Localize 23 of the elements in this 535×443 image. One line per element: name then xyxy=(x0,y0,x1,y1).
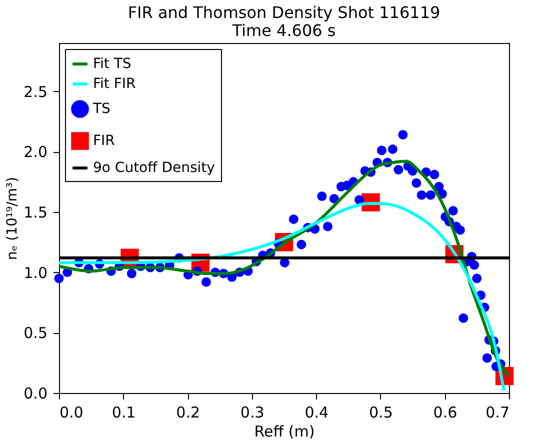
y-axis-title: nₑ (10¹⁹/m³) xyxy=(4,176,21,260)
text: Time 4.606 s xyxy=(232,21,336,40)
x-tick-label: 0.6 xyxy=(433,404,458,422)
y-tick-label: 1.0 xyxy=(24,264,48,282)
x-tick-label: 0.2 xyxy=(176,404,200,422)
legend-label: TS xyxy=(92,101,111,117)
legend-label: Fit FIR xyxy=(93,76,136,92)
legend-label: FIR xyxy=(93,133,116,149)
y-tick-label: 2.5 xyxy=(24,82,48,101)
text: FIR and Thomson Density Shot 116119 xyxy=(128,3,440,22)
y-tick-label: 1.5 xyxy=(24,203,48,222)
x-axis-title: Reff (m) xyxy=(254,422,315,440)
y-tick-label: 0.5 xyxy=(24,324,48,342)
x-tick-label: 0.3 xyxy=(240,404,264,422)
x-tick-label: 0.4 xyxy=(304,404,329,422)
x-tick-label: 0.1 xyxy=(112,404,136,422)
y-tick-label: 0.0 xyxy=(24,384,48,402)
legend-label: 9o Cutoff Density xyxy=(93,160,215,176)
legend-label: Fit TS xyxy=(93,56,132,72)
x-tick-label: 0.7 xyxy=(486,404,510,422)
y-tick-label: 2.0 xyxy=(24,143,48,162)
x-tick-label: 0.0 xyxy=(60,404,84,422)
x-tick-label: 0.5 xyxy=(369,404,393,422)
